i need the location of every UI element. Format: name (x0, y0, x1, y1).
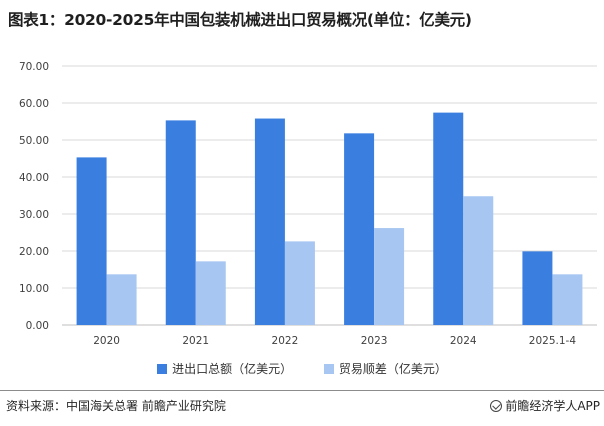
x-axis-ticks: 2020 2021 2022 2023 2024 2025.1-4 (93, 335, 576, 347)
legend-label-series-2: 贸易顺差（亿美元） (338, 362, 447, 376)
bar-series-2 (284, 241, 315, 325)
x-tick-label: 2020 (93, 335, 120, 347)
x-tick-label: 2024 (450, 335, 477, 347)
y-tick-label: 20.00 (19, 246, 49, 258)
footer-divider (0, 390, 604, 391)
source-note: 资料来源：中国海关总署 前瞻产业研究院 (6, 399, 226, 413)
x-tick-label: 2025.1-4 (529, 335, 577, 347)
bar-series-1 (433, 112, 464, 326)
bar-series-2 (106, 274, 137, 325)
x-tick-label: 2021 (182, 335, 209, 347)
y-tick-label: 30.00 (19, 209, 49, 221)
legend-item-series-2: 贸易顺差（亿美元） (323, 360, 447, 377)
x-tick-label: 2023 (361, 335, 388, 347)
legend-swatch-series-2 (323, 364, 334, 374)
chart-title: 图表1：2020-2025年中国包装机械进出口贸易概况(单位：亿美元) (8, 11, 472, 29)
bar-series-1 (254, 118, 285, 325)
y-tick-label: 40.00 (19, 172, 49, 184)
x-tick-label: 2022 (272, 335, 299, 347)
bar-series-2 (195, 261, 226, 325)
brand-label: 前瞻经济学人APP (490, 397, 600, 414)
bar-series-2 (463, 196, 494, 325)
y-tick-label: 70.00 (19, 61, 49, 73)
bar-series-1 (165, 120, 196, 325)
bars (76, 112, 583, 326)
y-tick-label: 0.00 (26, 320, 49, 332)
bar-chart: 0.0010.0020.0030.0040.0050.0060.0070.00 … (19, 61, 597, 347)
bar-series-1 (344, 133, 375, 325)
chart-legend: 进出口总额（亿美元） 贸易顺差（亿美元） (0, 360, 604, 377)
bar-series-2 (552, 274, 583, 325)
bar-series-1 (522, 251, 553, 325)
legend-swatch-series-1 (157, 364, 168, 374)
y-tick-label: 50.00 (19, 135, 49, 147)
brand-text: 前瞻经济学人APP (505, 399, 600, 413)
bar-series-2 (374, 228, 405, 325)
legend-label-series-1: 进出口总额（亿美元） (172, 362, 293, 376)
brand-logo-icon (490, 400, 503, 412)
legend-item-series-1: 进出口总额（亿美元） (157, 360, 292, 377)
bar-series-1 (76, 157, 107, 325)
y-tick-label: 60.00 (19, 98, 49, 110)
grid-lines (62, 65, 597, 326)
y-axis-ticks: 0.00 10.00 20.00 30.00 40.00 50.00 60.00 70.00 (19, 61, 49, 332)
y-tick-label: 10.00 (19, 283, 49, 295)
